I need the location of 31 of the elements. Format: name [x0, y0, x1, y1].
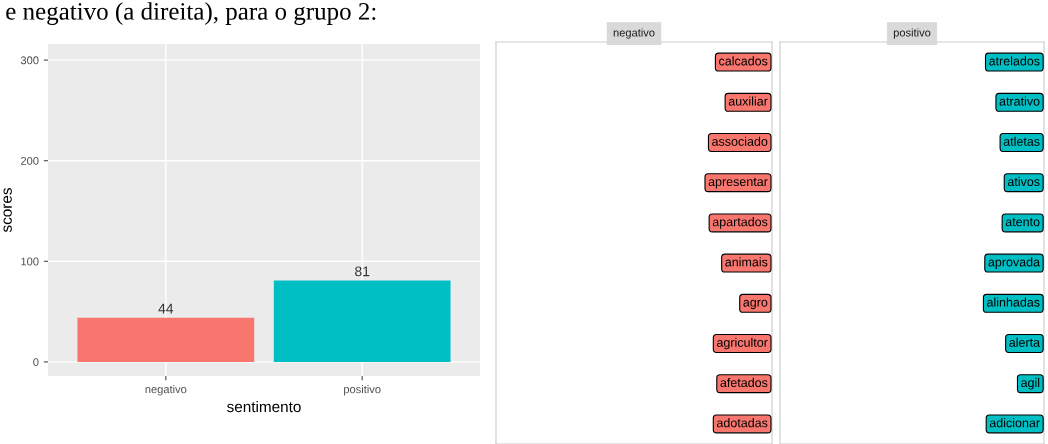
text: agricultor — [716, 337, 768, 350]
y-axis-title: scores — [3, 188, 12, 233]
text: agro — [743, 299, 768, 310]
data-label: 81 — [355, 266, 370, 277]
text: animais — [725, 257, 768, 267]
text: apartados — [712, 217, 768, 229]
text: alerta — [1009, 337, 1041, 347]
y-tick-label: 100 — [21, 257, 39, 266]
text: afetados — [720, 377, 768, 388]
text: agil — [1021, 377, 1040, 390]
y-tick-label: 300 — [20, 56, 39, 65]
y-tick-label: 200 — [20, 156, 39, 165]
text: apresentar — [708, 177, 768, 189]
x-axis-title: sentimento — [227, 400, 301, 413]
data-label: 44 — [158, 303, 174, 314]
text: alinhadas — [987, 297, 1040, 307]
y-tick-label: 0 — [33, 358, 39, 367]
text: atrelados — [989, 56, 1040, 66]
text: aprovada — [988, 257, 1041, 269]
text: positivo — [893, 28, 931, 39]
text: ativos — [1007, 176, 1040, 187]
text: calcados — [719, 56, 768, 66]
text: adotadas — [716, 418, 768, 428]
text: associado — [712, 136, 768, 146]
text: e negativo (a direita), para o grupo 2: — [6, 2, 376, 25]
text: atletas — [1003, 136, 1040, 146]
text: atrativo — [999, 96, 1040, 106]
text: auxiliar — [728, 96, 768, 106]
text: atento — [1005, 218, 1040, 227]
text: negativo — [613, 28, 655, 39]
text: adicionar — [989, 418, 1040, 428]
